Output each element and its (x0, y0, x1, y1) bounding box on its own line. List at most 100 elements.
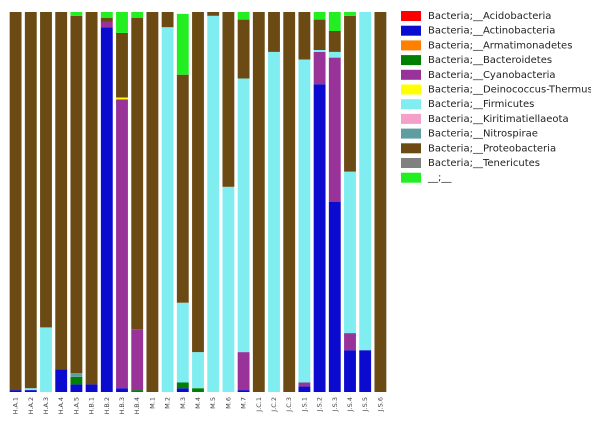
bar-segment (313, 50, 326, 52)
legend-swatch (401, 172, 421, 183)
bar-segment (116, 99, 128, 389)
bar-segment (24, 12, 37, 389)
bar-segment (176, 382, 189, 389)
bar-segment (192, 352, 204, 389)
x-tick-label: H.B.2 (103, 397, 111, 415)
legend-swatch (401, 143, 421, 154)
legend-label: Bacteria;__Armatimonadetes (428, 40, 572, 51)
x-tick-label: H.B.3 (118, 397, 126, 415)
x-tick-label: M.3 (179, 397, 187, 409)
x-tick-label: M.4 (194, 397, 202, 409)
bar-segment (328, 202, 341, 392)
bar-segment (100, 17, 113, 22)
legend-label: Bacteria;__Deinococcus-Thermus (428, 85, 591, 96)
legend-swatch (401, 99, 421, 110)
bar-segment (313, 12, 326, 20)
x-tick-label: M.2 (164, 397, 172, 409)
bar-segment (70, 12, 83, 16)
bar-segment (237, 78, 250, 353)
bar-segment (55, 369, 68, 392)
bar-segment (207, 12, 220, 16)
bar-segment (237, 390, 250, 392)
bar-segment (237, 352, 250, 391)
legend-label: Bacteria;__Firmicutes (428, 99, 534, 110)
bar-segment (161, 12, 174, 28)
bar-segment (85, 384, 98, 392)
legend-label: Bacteria;__Nitrospirae (428, 129, 538, 140)
bar-segment (9, 12, 22, 391)
x-tick-label: H.B.4 (133, 397, 141, 415)
bar-segment (55, 12, 68, 370)
legend-label: Bacteria;__Acidobacteria (428, 11, 551, 22)
bar-segment (222, 186, 235, 392)
legend-swatch (401, 69, 421, 80)
bar-segment (161, 27, 174, 392)
bar-segment (100, 27, 113, 392)
bar-segment (298, 386, 311, 392)
bar-segment (268, 12, 280, 52)
bar-segment (40, 12, 52, 328)
x-tick-label: J.S.1 (300, 397, 308, 412)
bar-segment (192, 388, 204, 392)
legend-swatch (401, 113, 421, 124)
bar-segment (313, 84, 326, 392)
x-tick-label: M.1 (148, 397, 156, 409)
bar-segment (344, 350, 356, 392)
bar-segment (176, 302, 189, 383)
legend-label: Bacteria;__Cyanobacteria (428, 70, 556, 81)
legend-swatch (401, 55, 421, 66)
bar-segment (131, 390, 144, 392)
bar-segment (100, 21, 113, 28)
bar-segment (70, 384, 83, 392)
bar-segment (298, 382, 311, 387)
legend-swatch (401, 25, 421, 36)
bar-segment (237, 12, 250, 20)
bar-segment (70, 373, 83, 377)
x-tick-label: J.C.3 (285, 397, 293, 413)
bar-segment (328, 57, 341, 202)
bar-segment (24, 390, 37, 392)
bar-segment (116, 388, 128, 392)
bar-segment (374, 12, 387, 392)
bar-segment (176, 13, 189, 75)
x-tick-label: H.A.1 (12, 397, 20, 414)
bar-segment (70, 15, 83, 374)
bar-segment (344, 333, 356, 351)
bar-segment (85, 12, 98, 385)
bar-segment (313, 19, 326, 50)
legend-label: Bacteria;__Actinobacteria (428, 26, 555, 37)
bar-segment (298, 59, 311, 383)
legend-swatch (401, 11, 421, 21)
bar-segment (344, 12, 356, 16)
bar-segment (9, 390, 22, 392)
bar-segment (100, 12, 113, 18)
bar-segment (131, 329, 144, 391)
bar-segment (344, 171, 356, 334)
x-tick-label: M.6 (224, 397, 232, 409)
x-tick-label: M.5 (209, 397, 217, 409)
bar-segment (328, 12, 341, 31)
bar-segment (131, 17, 144, 330)
bar-segment (344, 15, 356, 172)
x-tick-label: H.A.2 (27, 397, 35, 414)
bar-segment (252, 12, 265, 392)
bar-segment (359, 350, 372, 392)
bar-segment (176, 388, 189, 392)
x-tick-label: H.A.3 (42, 397, 50, 414)
bar-segment (222, 12, 235, 187)
x-tick-label: J.S.4 (346, 397, 354, 412)
x-tick-label: J.C.2 (270, 397, 278, 413)
x-tick-label: J.S.3 (331, 397, 339, 412)
bar-segment (313, 51, 326, 85)
x-tick-label: H.A.4 (57, 397, 65, 414)
legend-swatch (401, 40, 421, 51)
legend-swatch (401, 84, 421, 95)
x-tick-label: H.A.5 (72, 397, 80, 414)
x-tick-label: J.S.5 (361, 397, 369, 412)
bar-segment (359, 12, 372, 351)
bar-segment (116, 32, 128, 98)
bar-segment (237, 19, 250, 79)
bar-segment (192, 12, 204, 353)
x-tick-label: J.S.2 (316, 397, 324, 412)
